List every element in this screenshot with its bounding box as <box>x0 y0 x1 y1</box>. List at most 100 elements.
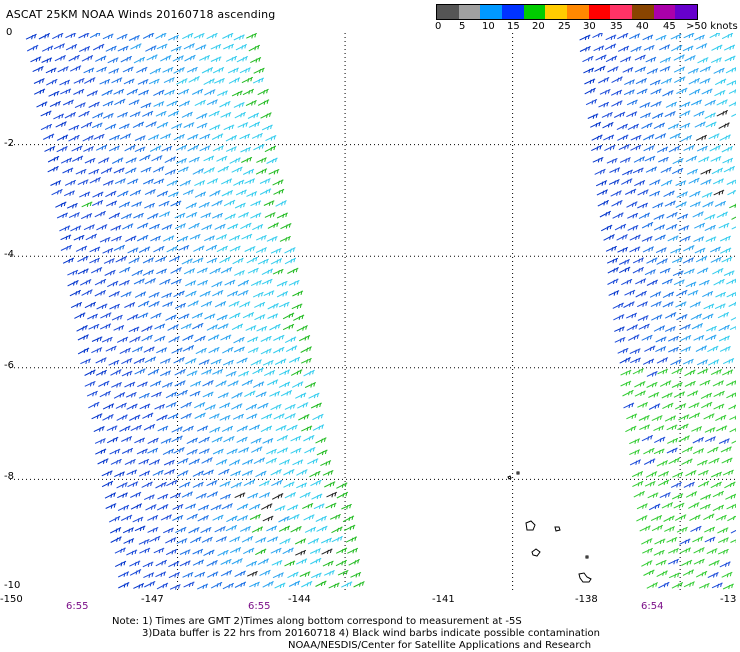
legend-swatch <box>653 5 676 19</box>
wind-barb <box>222 359 234 366</box>
wind-barb <box>95 448 107 455</box>
wind-barb <box>243 547 255 555</box>
wind-barb <box>165 391 178 399</box>
wind-barb <box>714 303 726 310</box>
wind-barb <box>138 246 151 253</box>
wind-barb <box>264 145 277 153</box>
wind-barb <box>715 414 727 422</box>
wind-barb <box>668 572 680 579</box>
swath-time-label: 6:55 <box>66 601 89 612</box>
wind-barb <box>216 314 228 321</box>
wind-barb <box>624 79 636 86</box>
wind-barb <box>134 146 146 153</box>
wind-barb <box>127 481 139 488</box>
wind-barb <box>652 112 664 119</box>
wind-barb <box>170 267 182 274</box>
wind-barb <box>681 446 694 453</box>
wind-barb <box>276 447 289 454</box>
wind-barb <box>626 201 638 208</box>
wind-barb <box>637 315 649 321</box>
wind-barb <box>726 503 736 510</box>
wind-barb <box>106 425 118 432</box>
wind-barb <box>291 381 304 388</box>
wind-barb <box>700 494 712 500</box>
wind-barb <box>109 303 121 310</box>
wind-barb <box>171 123 183 130</box>
wind-barb <box>689 301 702 308</box>
wind-barb <box>145 121 157 128</box>
wind-barb <box>663 515 675 522</box>
wind-barb <box>246 33 258 39</box>
wind-barb <box>90 267 103 274</box>
wind-barb <box>316 449 328 456</box>
wind-barb <box>68 134 80 142</box>
wind-barb <box>155 559 168 567</box>
wind-barb <box>702 313 714 320</box>
wind-barb <box>627 212 639 219</box>
wind-barb <box>660 166 672 174</box>
wind-barb <box>166 100 178 107</box>
wind-barb <box>235 43 248 51</box>
wind-barb <box>197 279 209 286</box>
wind-barb <box>634 390 646 397</box>
wind-barb <box>639 424 651 431</box>
wind-barb <box>137 79 149 85</box>
wind-barb <box>143 572 155 579</box>
wind-barb <box>255 168 268 175</box>
legend-label: 20 <box>532 21 545 32</box>
wind-barb <box>253 144 265 151</box>
wind-barb <box>303 434 315 442</box>
wind-barb <box>173 447 185 454</box>
wind-barb <box>659 44 671 51</box>
wind-barb <box>282 312 295 320</box>
wind-barb <box>725 493 736 500</box>
wind-barb <box>62 167 74 174</box>
wind-barb <box>212 289 224 297</box>
wind-barb <box>609 167 621 173</box>
wind-barb <box>209 426 221 433</box>
wind-barb <box>687 390 699 397</box>
wind-barb <box>147 526 159 533</box>
wind-barb <box>696 145 708 152</box>
wind-barb <box>664 526 676 532</box>
wind-barb <box>287 504 299 511</box>
wind-barb <box>712 490 725 498</box>
wind-barb <box>726 179 736 185</box>
wind-barb <box>648 391 660 398</box>
wind-barb <box>235 189 247 196</box>
wind-barb <box>119 133 132 140</box>
wind-barb <box>255 548 267 556</box>
wind-barb <box>312 413 324 421</box>
wind-barb <box>597 199 610 207</box>
wind-barb <box>203 167 215 174</box>
wind-barb <box>273 188 285 195</box>
wind-barb <box>218 468 230 476</box>
wind-barb <box>259 188 272 195</box>
wind-barb <box>584 78 596 85</box>
wind-barb <box>141 325 153 332</box>
wind-barb <box>183 581 195 588</box>
wind-barb <box>154 403 166 410</box>
wind-barb <box>55 121 67 128</box>
wind-barb <box>276 280 288 287</box>
wind-barb <box>599 210 612 218</box>
wind-barb <box>142 257 155 264</box>
wind-barb <box>644 269 656 276</box>
wind-barb <box>30 56 42 63</box>
wind-barb <box>658 581 670 589</box>
wind-barb <box>192 322 204 330</box>
wind-barb <box>677 213 689 220</box>
wind-barb <box>197 515 209 522</box>
wind-barb <box>116 33 128 40</box>
wind-barb <box>601 111 613 118</box>
wind-barb <box>88 323 100 330</box>
wind-barb <box>128 326 140 333</box>
wind-barb <box>110 536 122 543</box>
wind-barb <box>240 222 252 230</box>
wind-barb <box>198 201 210 209</box>
wind-barb <box>709 145 721 152</box>
wind-barb <box>105 45 117 52</box>
wind-barb <box>245 560 258 567</box>
wind-barb <box>219 100 231 108</box>
wind-barb <box>236 515 249 522</box>
